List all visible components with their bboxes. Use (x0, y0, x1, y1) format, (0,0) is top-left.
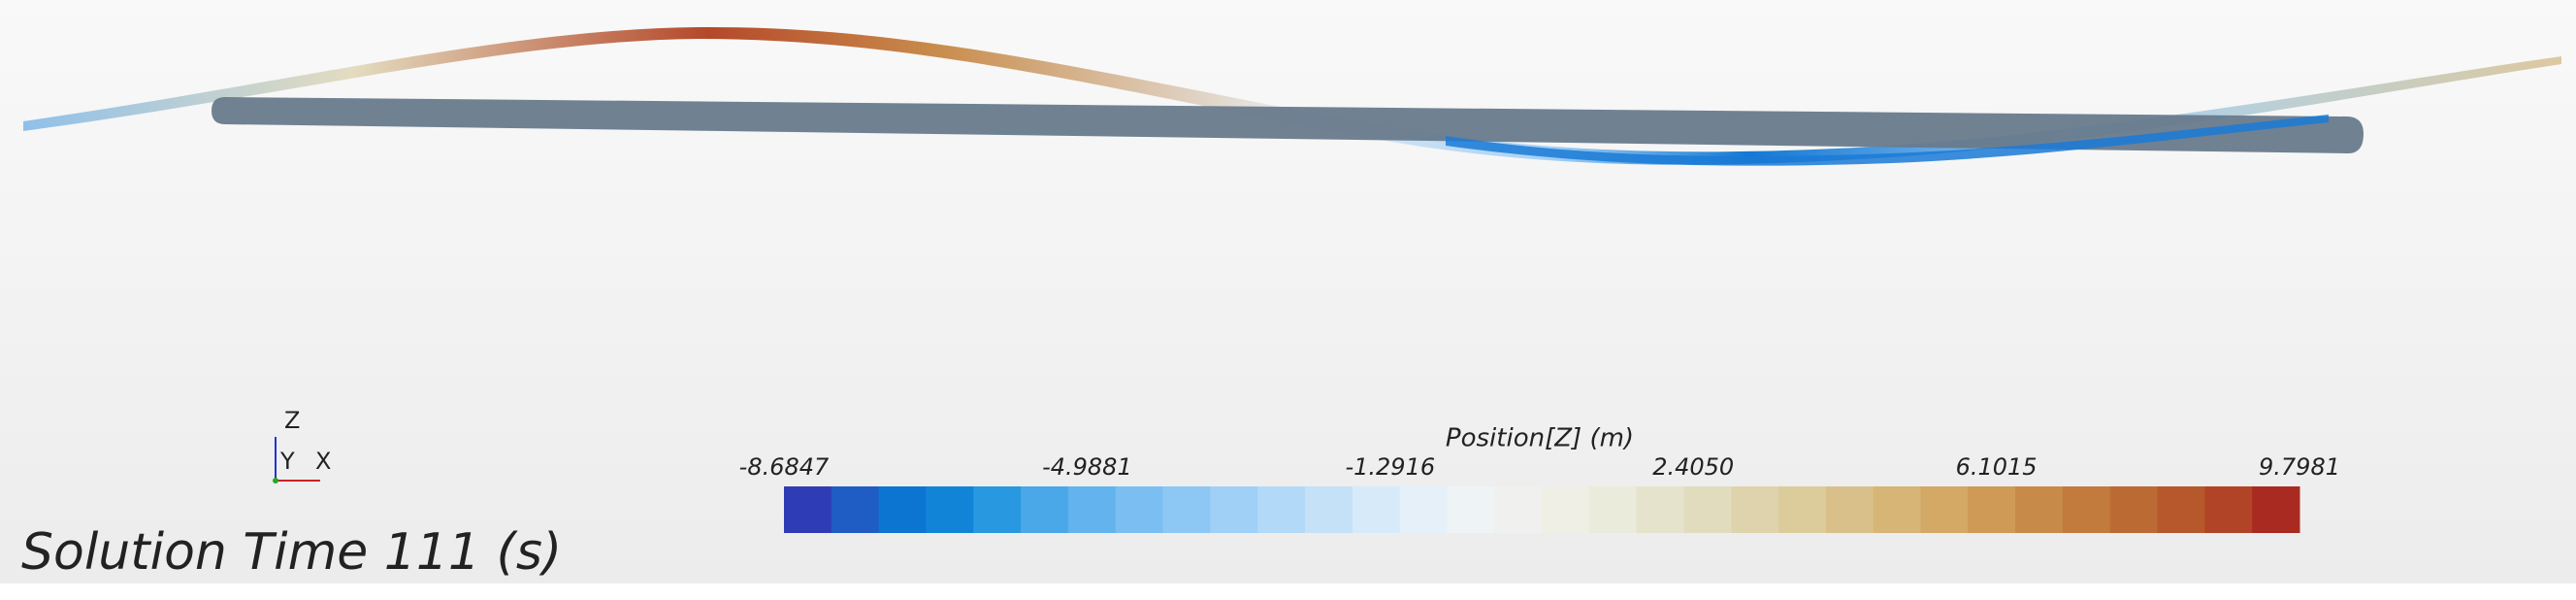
colorbar-swatch (1731, 486, 1779, 533)
colorbar-swatch (831, 486, 880, 533)
colorbar-swatch (1352, 486, 1401, 533)
colorbar-swatch (878, 486, 927, 533)
colorbar-tick-label: -1.2916 (1345, 453, 1435, 481)
colorbar-swatch (1257, 486, 1306, 533)
colorbar-swatch (1021, 486, 1069, 533)
colorbar-swatch (2157, 486, 2205, 533)
colorbar-tick-label: 9.7981 (2259, 453, 2340, 481)
colorbar-tick-label: -4.9881 (1042, 453, 1132, 481)
colorbar-swatch (2252, 486, 2300, 533)
colorbar-swatch (1304, 486, 1353, 533)
colorbar-swatch (1162, 486, 1211, 533)
colorbar-tick-label: -8.6847 (739, 453, 830, 481)
cylinder (212, 97, 2364, 153)
colorbar-swatch (1920, 486, 1969, 533)
colorbar-swatch (1399, 486, 1448, 533)
colorbar-swatch (1542, 486, 1590, 533)
triad-label: Z (284, 407, 300, 434)
colorbar-swatch (1067, 486, 1117, 533)
submerged-surface (1446, 115, 2329, 166)
colorbar-swatch (2109, 486, 2159, 533)
axes-triad: Z Y X (273, 407, 331, 483)
colorbar-swatch (1447, 486, 1495, 533)
colorbar-swatch (973, 486, 1022, 533)
colorbar-swatch (2062, 486, 2111, 533)
colorbar-title: Position[Z] (m) (1446, 424, 1634, 453)
colorbar-swatch (1778, 486, 1827, 533)
colorbar-swatch (926, 486, 974, 533)
colorbar-swatch (1210, 486, 1258, 533)
solution-time: Solution Time 111 (s) (21, 523, 562, 582)
colorbar-swatch (2204, 486, 2253, 533)
colorbar-swatch (1636, 486, 1684, 533)
colorbar-swatch (1968, 486, 2016, 533)
triad-label: X (315, 448, 331, 475)
colorbar-swatch (1588, 486, 1638, 533)
colorbar: -8.6847 -4.9881 -1.2916 2.4050 6.1015 9.7981 (739, 453, 2340, 533)
background (0, 0, 2576, 583)
colorbar-tick-label: 2.4050 (1652, 453, 1734, 481)
colorbar-swatch (1683, 486, 1732, 533)
y-axis (273, 478, 278, 483)
colorbar-tick-label: 6.1015 (1956, 453, 2038, 481)
triad-label: Y (279, 448, 295, 475)
colorbar-swatch (1825, 486, 1875, 533)
colorbar-swatch (1494, 486, 1543, 533)
colorbar-swatch (1115, 486, 1163, 533)
colorbar-swatch (2015, 486, 2064, 533)
colorbar-swatch (784, 486, 832, 533)
colorbar-swatch (1873, 486, 1921, 533)
